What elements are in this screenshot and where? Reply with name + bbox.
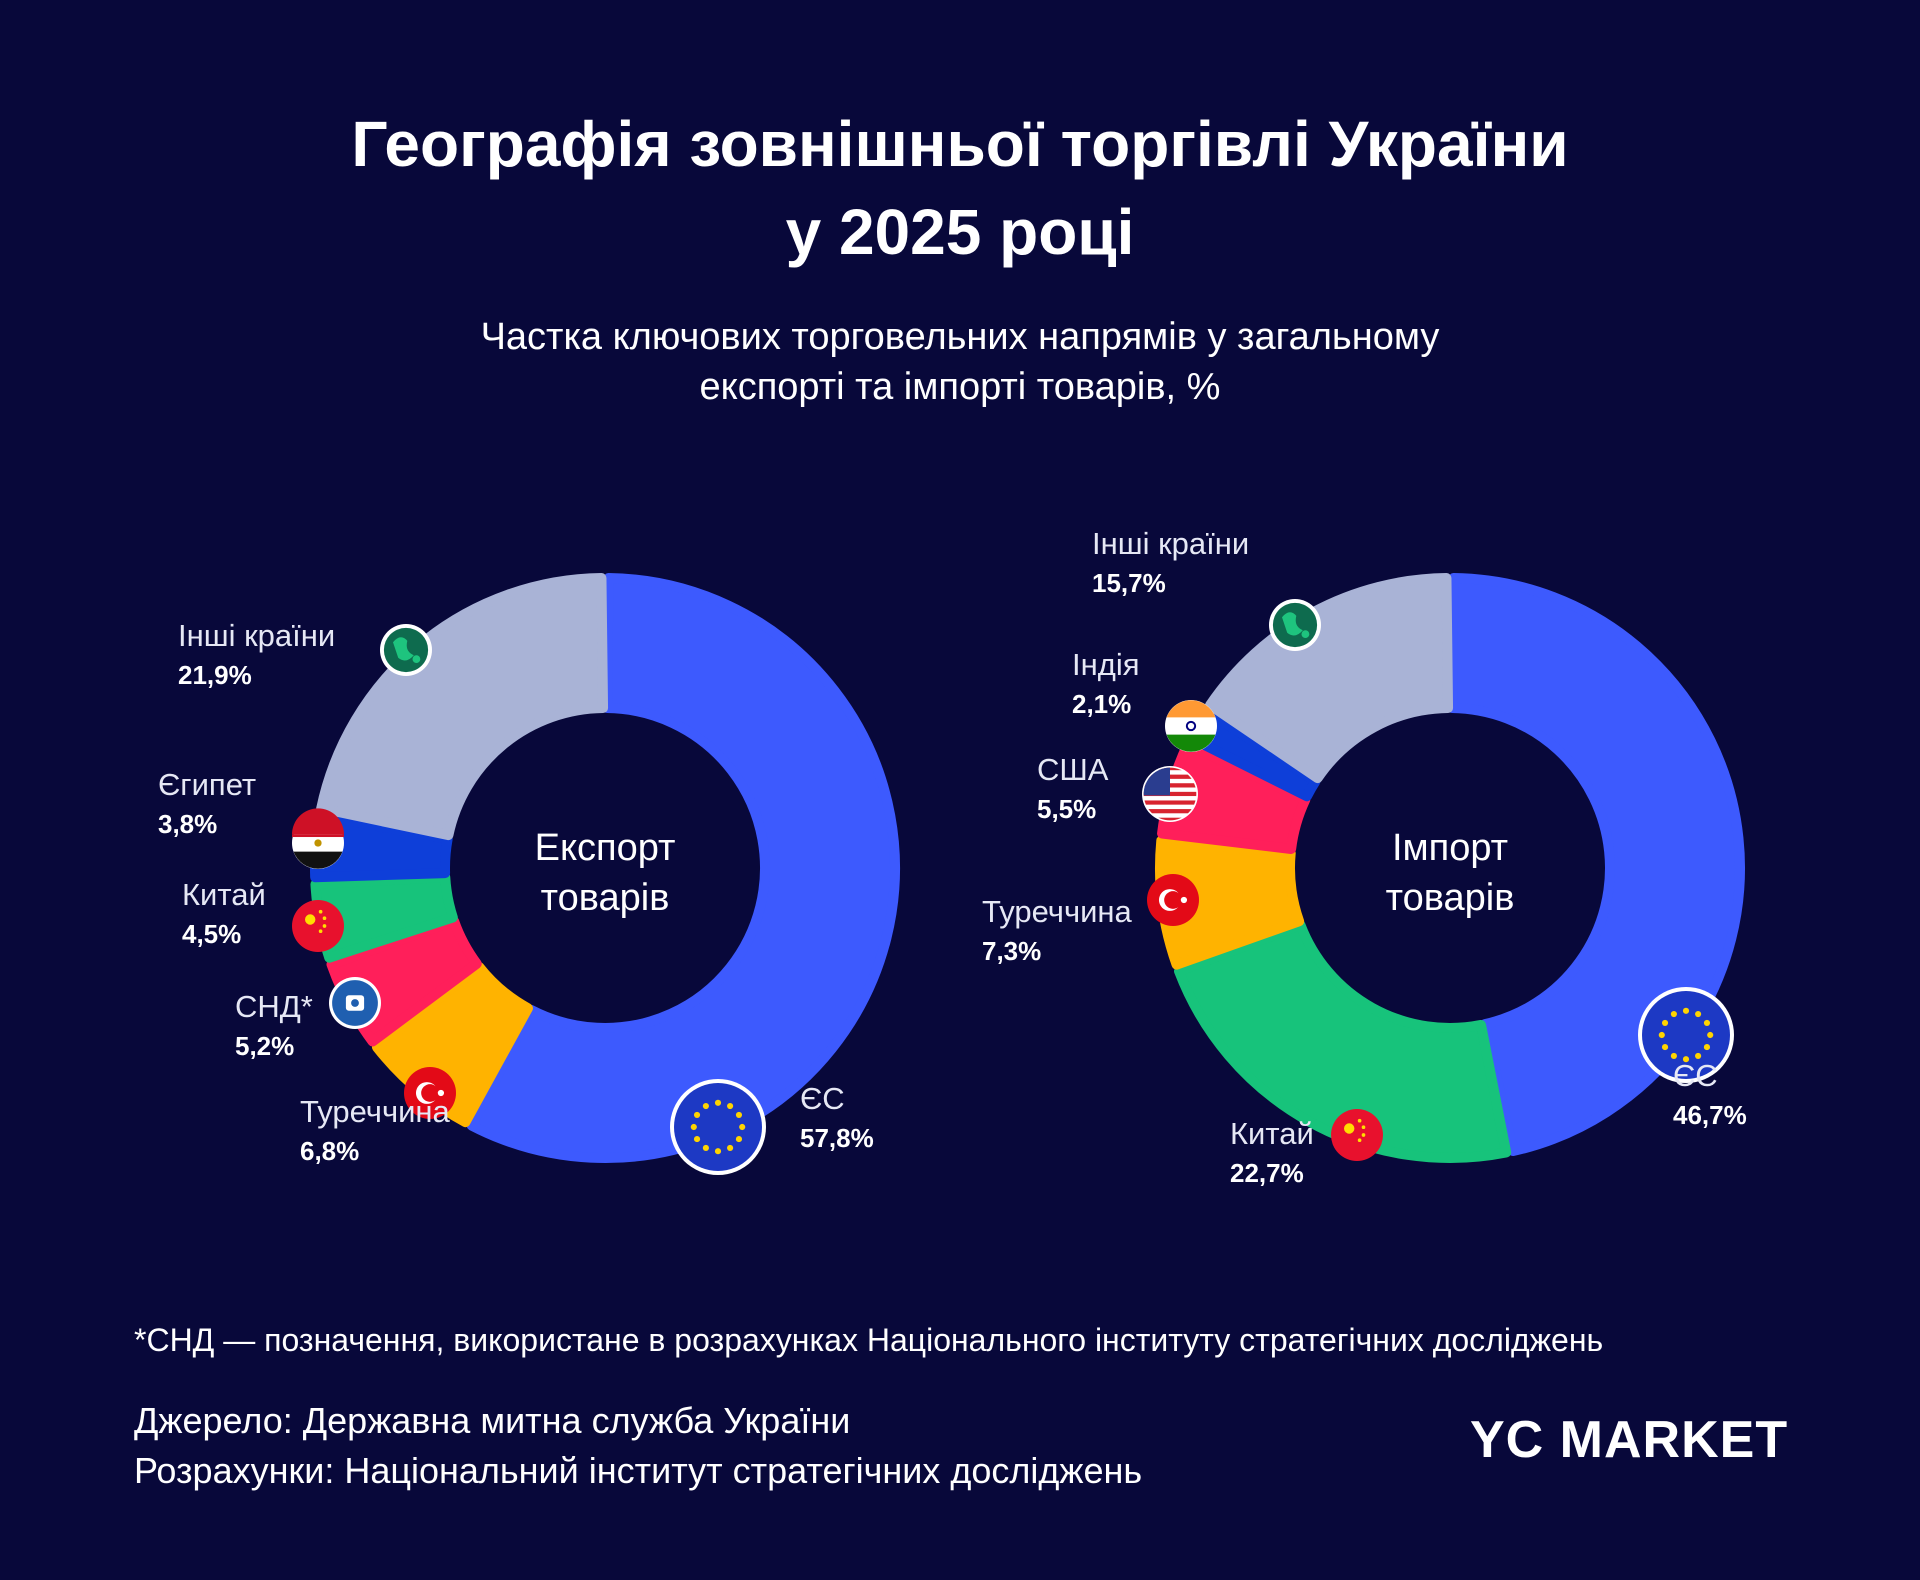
usa-flag-icon [1142,766,1198,822]
slice-name-label: ЄС [800,1081,845,1116]
india-flag-icon [1165,700,1217,752]
slice-китай [1174,919,1512,1164]
cis-emblem-icon [329,977,381,1029]
slice-name-label: США [1037,752,1109,787]
china-flag-icon [292,900,344,952]
donut-charts: Експорт товарів ЄС 57,8% Туреччина 6,8% СНД* 5,… [158,526,1747,1188]
slice-value-label: 4,5% [182,919,241,949]
china-flag-icon [1331,1109,1383,1161]
slice-name-label: Туреччина [300,1094,451,1129]
eu-flag-icon [670,1079,766,1175]
slice-туреччина [1155,835,1305,970]
slice-value-label: 22,7% [1230,1158,1304,1188]
slice-value-label: 5,5% [1037,794,1096,824]
donut-chart-export: Експорт товарів ЄС 57,8% Туреччина 6,8% СНД* 5,… [158,573,901,1175]
footnote: *СНД — позначення, використане в розраху… [134,1322,1604,1358]
page-subtitle: Частка ключових торговельних напрямів у … [0,312,1920,412]
center-label-line-1: Експорт [535,827,676,869]
slice-name-label: Єгипет [158,767,256,802]
yc-market-logo: YC MARKET [1470,1411,1789,1469]
donut-chart-import: Імпорт товарів ЄС 46,7% Китай 22,7% Туреччина 7… [982,526,1747,1188]
slice-інші-країни [316,573,609,841]
slice-value-label: 57,8% [800,1123,874,1153]
center-label-line-2: товарів [1386,877,1515,919]
slice-name-label: Китай [182,877,266,912]
slice-value-label: 46,7% [1673,1100,1747,1130]
slice-name-label: ЄС [1673,1058,1718,1093]
slice-name-label: Індія [1072,647,1140,682]
slice-name-label: Інші країни [178,618,335,653]
page-title: Географія зовнішньої торгівлі України у … [0,100,1920,276]
globe-icon [380,624,432,676]
subtitle-line-2: експорті та імпорті товарів, % [699,366,1221,408]
title-line-2: у 2025 році [785,196,1135,268]
slice-value-label: 2,1% [1072,689,1131,719]
slice-value-label: 15,7% [1092,568,1166,598]
slice-name-label: Китай [1230,1116,1314,1151]
slice-value-label: 3,8% [158,809,217,839]
source-line: Джерело: Державна митна служба України [134,1400,851,1441]
source-block: Джерело: Державна митна служба України Р… [134,1396,1142,1496]
turkey-flag-icon [1147,874,1199,926]
slice-name-label: СНД* [235,989,313,1024]
eu-flag-icon [1638,987,1734,1083]
slice-value-label: 6,8% [300,1136,359,1166]
title-line-1: Географія зовнішньої торгівлі України [351,108,1569,180]
slice-name-label: Інші країни [1092,526,1249,561]
slice-name-label: Туреччина [982,894,1133,929]
center-label-line-1: Імпорт [1392,827,1508,869]
slice-єс [466,573,901,1163]
subtitle-line-1: Частка ключових торговельних напрямів у … [480,316,1440,358]
turkey-flag-icon [404,1067,456,1119]
slice-інші-країни [1205,573,1454,784]
globe-icon [1269,599,1321,651]
calculations-line: Розрахунки: Національний інститут страте… [134,1450,1143,1491]
center-label-line-2: товарів [541,877,670,919]
slice-value-label: 5,2% [235,1031,294,1061]
slice-value-label: 7,3% [982,936,1041,966]
slice-value-label: 21,9% [178,660,252,690]
egypt-flag-icon [292,808,344,869]
